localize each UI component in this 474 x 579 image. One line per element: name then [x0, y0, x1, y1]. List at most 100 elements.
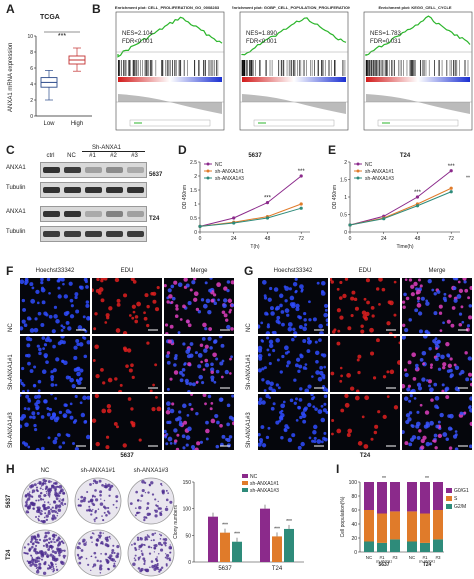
- colony: [39, 487, 42, 490]
- panel-d-y-tick-label: 2.5: [190, 160, 197, 166]
- colony: [42, 539, 46, 543]
- colony: [80, 555, 83, 559]
- panel-g-nucleus: [295, 397, 298, 401]
- panel-g-nucleus: [340, 408, 345, 413]
- panel-f-nucleus: [218, 336, 223, 339]
- colony: [164, 556, 167, 559]
- panel-f-nucleus: [61, 359, 65, 363]
- panel-f-nucleus: [130, 407, 134, 411]
- panel-f-micrograph-svg: [164, 278, 234, 334]
- colony: [143, 559, 146, 563]
- panel-f-nucleus: [166, 351, 171, 355]
- panel-f-nucleus: [146, 304, 150, 309]
- panel-f-nucleus: [69, 402, 73, 406]
- panel-f-nucleus: [152, 299, 157, 304]
- panel-g-micrograph: [402, 336, 472, 392]
- colony: [99, 560, 102, 563]
- panel-f-nucleus: [47, 436, 51, 440]
- panel-f-nucleus: [183, 278, 188, 282]
- panel-f-nucleus: [106, 404, 112, 409]
- panel-f-micrograph: [164, 394, 234, 450]
- colony: [26, 492, 30, 496]
- panel-f-nucleus: [46, 406, 50, 410]
- panel-f-nucleus: [46, 278, 51, 282]
- panel-f-nucleus: [34, 428, 38, 432]
- colony: [91, 541, 93, 543]
- panel-g-nucleus: [462, 278, 467, 281]
- panel-g-nucleus: [346, 373, 351, 378]
- panel-g-nucleus: [442, 432, 448, 437]
- panel-f-nucleus: [123, 293, 128, 298]
- panel-f-nucleus: [92, 418, 97, 423]
- blot-band: [85, 211, 102, 217]
- colony: [48, 541, 51, 544]
- panel-f-nucleus: [82, 336, 85, 339]
- panel-g-nucleus: [319, 370, 324, 376]
- panel-f-nucleus: [189, 288, 193, 292]
- panel-g-micrograph: [258, 336, 328, 392]
- colony: [29, 563, 33, 567]
- panel-f-nucleus: [32, 415, 36, 420]
- colony-column-label: sh-ANXA1#1: [80, 468, 116, 474]
- panel-g-micrograph: [402, 394, 472, 450]
- panel-f-nucleus: [46, 412, 51, 417]
- panel-f-nucleus: [53, 314, 58, 319]
- colony: [101, 483, 104, 487]
- panel-g-nucleus: [393, 336, 397, 338]
- panel-g-nucleus: [437, 433, 443, 439]
- panel-f-nucleus: [74, 446, 80, 450]
- panel-g-row-label: Sh-ANXA1#3: [246, 412, 252, 448]
- colony: [47, 480, 51, 484]
- colony: [50, 540, 53, 544]
- colony: [134, 559, 137, 562]
- panel-g-nucleus: [295, 418, 299, 422]
- panel-g-nucleus: [337, 329, 341, 333]
- colony: [51, 517, 54, 520]
- colony: [149, 566, 151, 568]
- colony: [35, 516, 38, 519]
- panel-g-nucleus: [287, 326, 293, 332]
- panel-f-nucleus: [75, 378, 79, 382]
- colony: [36, 538, 39, 541]
- panel-g-nucleus: [265, 331, 271, 334]
- colony: [54, 510, 57, 514]
- panel-f-nucleus: [169, 377, 173, 381]
- colony: [46, 492, 48, 494]
- panel-g-nucleus: [315, 359, 319, 364]
- panel-i-bar-segment: [364, 510, 374, 542]
- colony: [152, 539, 155, 542]
- panel-f-nucleus: [40, 280, 44, 285]
- panel-f-nucleus: [35, 405, 40, 410]
- colony: [166, 506, 168, 508]
- gsea-plot-title: Enrichment plot: GOBP_CELL_POPULATION_PR…: [232, 5, 350, 10]
- panel-f-nucleus: [219, 361, 224, 366]
- panel-g-nucleus: [404, 278, 408, 281]
- panel-g-nucleus: [436, 406, 440, 410]
- colony: [93, 495, 97, 498]
- panel-f-nucleus: [42, 347, 45, 351]
- colony: [103, 484, 107, 488]
- panel-h-y-tick-label: 0: [188, 560, 191, 566]
- panel-f-nucleus: [94, 344, 99, 350]
- panel-g-nucleus: [449, 373, 454, 378]
- panel-a-x-label: Low: [43, 121, 55, 127]
- panel-h-x-label: 5637: [218, 566, 232, 572]
- colony: [108, 512, 111, 515]
- panel-g-nucleus: [437, 340, 441, 344]
- panel-f-nucleus: [48, 338, 52, 343]
- colony: [159, 533, 161, 536]
- colony: [159, 569, 161, 571]
- panel-f-nucleus: [60, 336, 65, 339]
- panel-g-nucleus: [407, 417, 412, 422]
- panel-g-nucleus: [451, 306, 456, 310]
- panel-f-nucleus: [60, 328, 64, 332]
- panel-g-nucleus: [265, 435, 270, 440]
- panel-g-nucleus: [344, 394, 349, 399]
- panel-f-nucleus: [152, 383, 155, 387]
- colony: [82, 540, 85, 543]
- panel-f-nucleus: [183, 420, 188, 425]
- colony: [35, 567, 38, 570]
- panel-f-nucleus: [50, 378, 54, 382]
- colony: [56, 538, 60, 542]
- panel-f-nucleus: [166, 420, 170, 425]
